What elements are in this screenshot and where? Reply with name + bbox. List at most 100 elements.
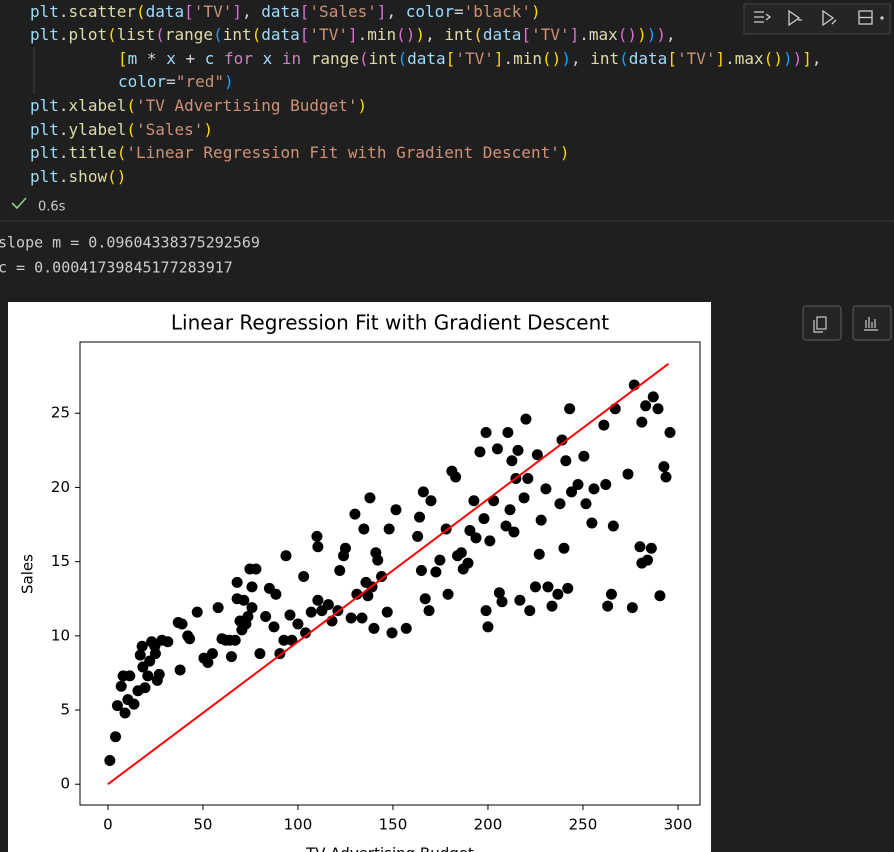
code-cell: plt.scatter(data['TV'], data['Sales'], c… bbox=[30, 2, 822, 186]
scatter-point bbox=[110, 731, 122, 743]
scatter-point bbox=[642, 554, 654, 566]
scatter-point bbox=[464, 524, 476, 536]
execute-below-button[interactable] bbox=[822, 9, 837, 27]
scatter-point bbox=[484, 535, 496, 547]
plot-viewer-button[interactable] bbox=[852, 305, 892, 341]
copy-button[interactable] bbox=[802, 305, 842, 341]
scatter-point bbox=[626, 602, 638, 614]
scatter-point bbox=[470, 532, 482, 544]
scatter-point bbox=[376, 570, 388, 582]
code-line: [m * x + c for x in range(int(data['TV']… bbox=[118, 49, 822, 68]
scatter-point bbox=[144, 655, 156, 667]
y-tick-label: 15 bbox=[51, 552, 70, 570]
chart-title: Linear Regression Fit with Gradient Desc… bbox=[171, 311, 609, 335]
scatter-point bbox=[560, 455, 572, 467]
scatter-point bbox=[586, 517, 598, 529]
scatter-point bbox=[442, 588, 454, 600]
plot-area bbox=[79, 341, 701, 806]
scatter-point bbox=[566, 486, 578, 498]
scatter-point bbox=[242, 611, 254, 623]
scatter-point bbox=[654, 590, 666, 602]
scatter-point bbox=[554, 498, 566, 510]
x-axis-label: TV Advertising Budget bbox=[305, 845, 474, 852]
scatter-point bbox=[231, 576, 243, 588]
scatter-point bbox=[246, 602, 258, 614]
scatter-point bbox=[414, 511, 426, 523]
scatter-point bbox=[119, 707, 131, 719]
scatter-point bbox=[176, 618, 188, 630]
scatter-point bbox=[300, 627, 312, 639]
scatter-point bbox=[280, 550, 292, 562]
scatter-point bbox=[578, 450, 590, 462]
scatter-point bbox=[383, 523, 395, 535]
scatter-point bbox=[468, 495, 480, 507]
scatter-point bbox=[124, 670, 136, 682]
scatter-point bbox=[588, 483, 600, 495]
scatter-point bbox=[311, 530, 323, 542]
scatter-point bbox=[647, 391, 659, 403]
scatter-point bbox=[362, 590, 374, 602]
scatter-point bbox=[358, 523, 370, 535]
code-line: plt.xlabel('TV Advertising Budget') bbox=[30, 96, 367, 115]
scatter-point bbox=[356, 612, 368, 624]
scatter-point bbox=[652, 403, 664, 415]
scatter-point bbox=[622, 468, 634, 480]
code-line: plt.show() bbox=[30, 167, 126, 186]
scatter-point bbox=[111, 700, 123, 712]
scatter-point bbox=[115, 680, 127, 692]
scatter-point bbox=[417, 486, 429, 498]
scatter-point bbox=[284, 609, 296, 621]
scatter-point bbox=[390, 504, 402, 516]
scatter-point bbox=[128, 698, 140, 710]
code-line: plt.ylabel('Sales') bbox=[30, 120, 213, 139]
scatter-point bbox=[480, 605, 492, 617]
scatter-point bbox=[351, 588, 363, 600]
more-button[interactable] bbox=[880, 16, 884, 20]
scatter-point bbox=[278, 634, 290, 646]
scatter-point bbox=[191, 606, 203, 618]
execute-above-button[interactable] bbox=[788, 9, 802, 27]
scatter-point bbox=[312, 541, 324, 553]
run-by-line-button[interactable] bbox=[754, 11, 772, 23]
y-tick-label: 5 bbox=[60, 701, 70, 719]
scatter-point bbox=[502, 427, 514, 439]
code-line: plt.plot(list(range(int(data['TV'].min()… bbox=[30, 25, 676, 44]
code-line: plt.title('Linear Regression Fit with Gr… bbox=[30, 143, 569, 162]
scatter-point bbox=[480, 427, 492, 439]
code-line: plt.scatter(data['TV'], data['Sales'], c… bbox=[30, 2, 541, 21]
regression-line bbox=[107, 363, 670, 786]
scatter-point bbox=[229, 634, 241, 646]
split-cell-button[interactable] bbox=[858, 10, 873, 25]
y-axis-label: Sales bbox=[19, 554, 37, 594]
y-tick-label: 25 bbox=[51, 404, 70, 422]
scatter-point bbox=[500, 520, 512, 532]
scatter-point bbox=[246, 581, 258, 593]
scatter-point bbox=[322, 599, 334, 611]
scatter-point bbox=[339, 542, 351, 554]
scatter-point bbox=[104, 754, 116, 766]
scatter-point bbox=[206, 648, 218, 660]
scatter-point bbox=[372, 554, 384, 566]
scatter-point bbox=[254, 648, 266, 660]
scatter-point bbox=[531, 449, 543, 461]
scatter-point bbox=[149, 648, 161, 660]
scatter-point bbox=[645, 542, 657, 554]
scatter-point bbox=[386, 627, 398, 639]
scatter-point bbox=[334, 565, 346, 577]
scatter-point bbox=[514, 594, 526, 606]
scatter-point bbox=[419, 593, 431, 605]
scatter-point bbox=[496, 596, 508, 608]
scatter-point bbox=[506, 455, 518, 467]
scatter-point bbox=[664, 427, 676, 439]
scatter-point bbox=[292, 618, 304, 630]
scatter-point bbox=[268, 621, 280, 633]
x-tick-label: 200 bbox=[474, 816, 503, 834]
scatter-point bbox=[136, 640, 148, 652]
scatter-point bbox=[605, 588, 617, 600]
scatter-point bbox=[212, 602, 224, 614]
scatter-point bbox=[270, 588, 282, 600]
output-actions bbox=[802, 305, 892, 341]
scatter-point bbox=[520, 413, 532, 425]
